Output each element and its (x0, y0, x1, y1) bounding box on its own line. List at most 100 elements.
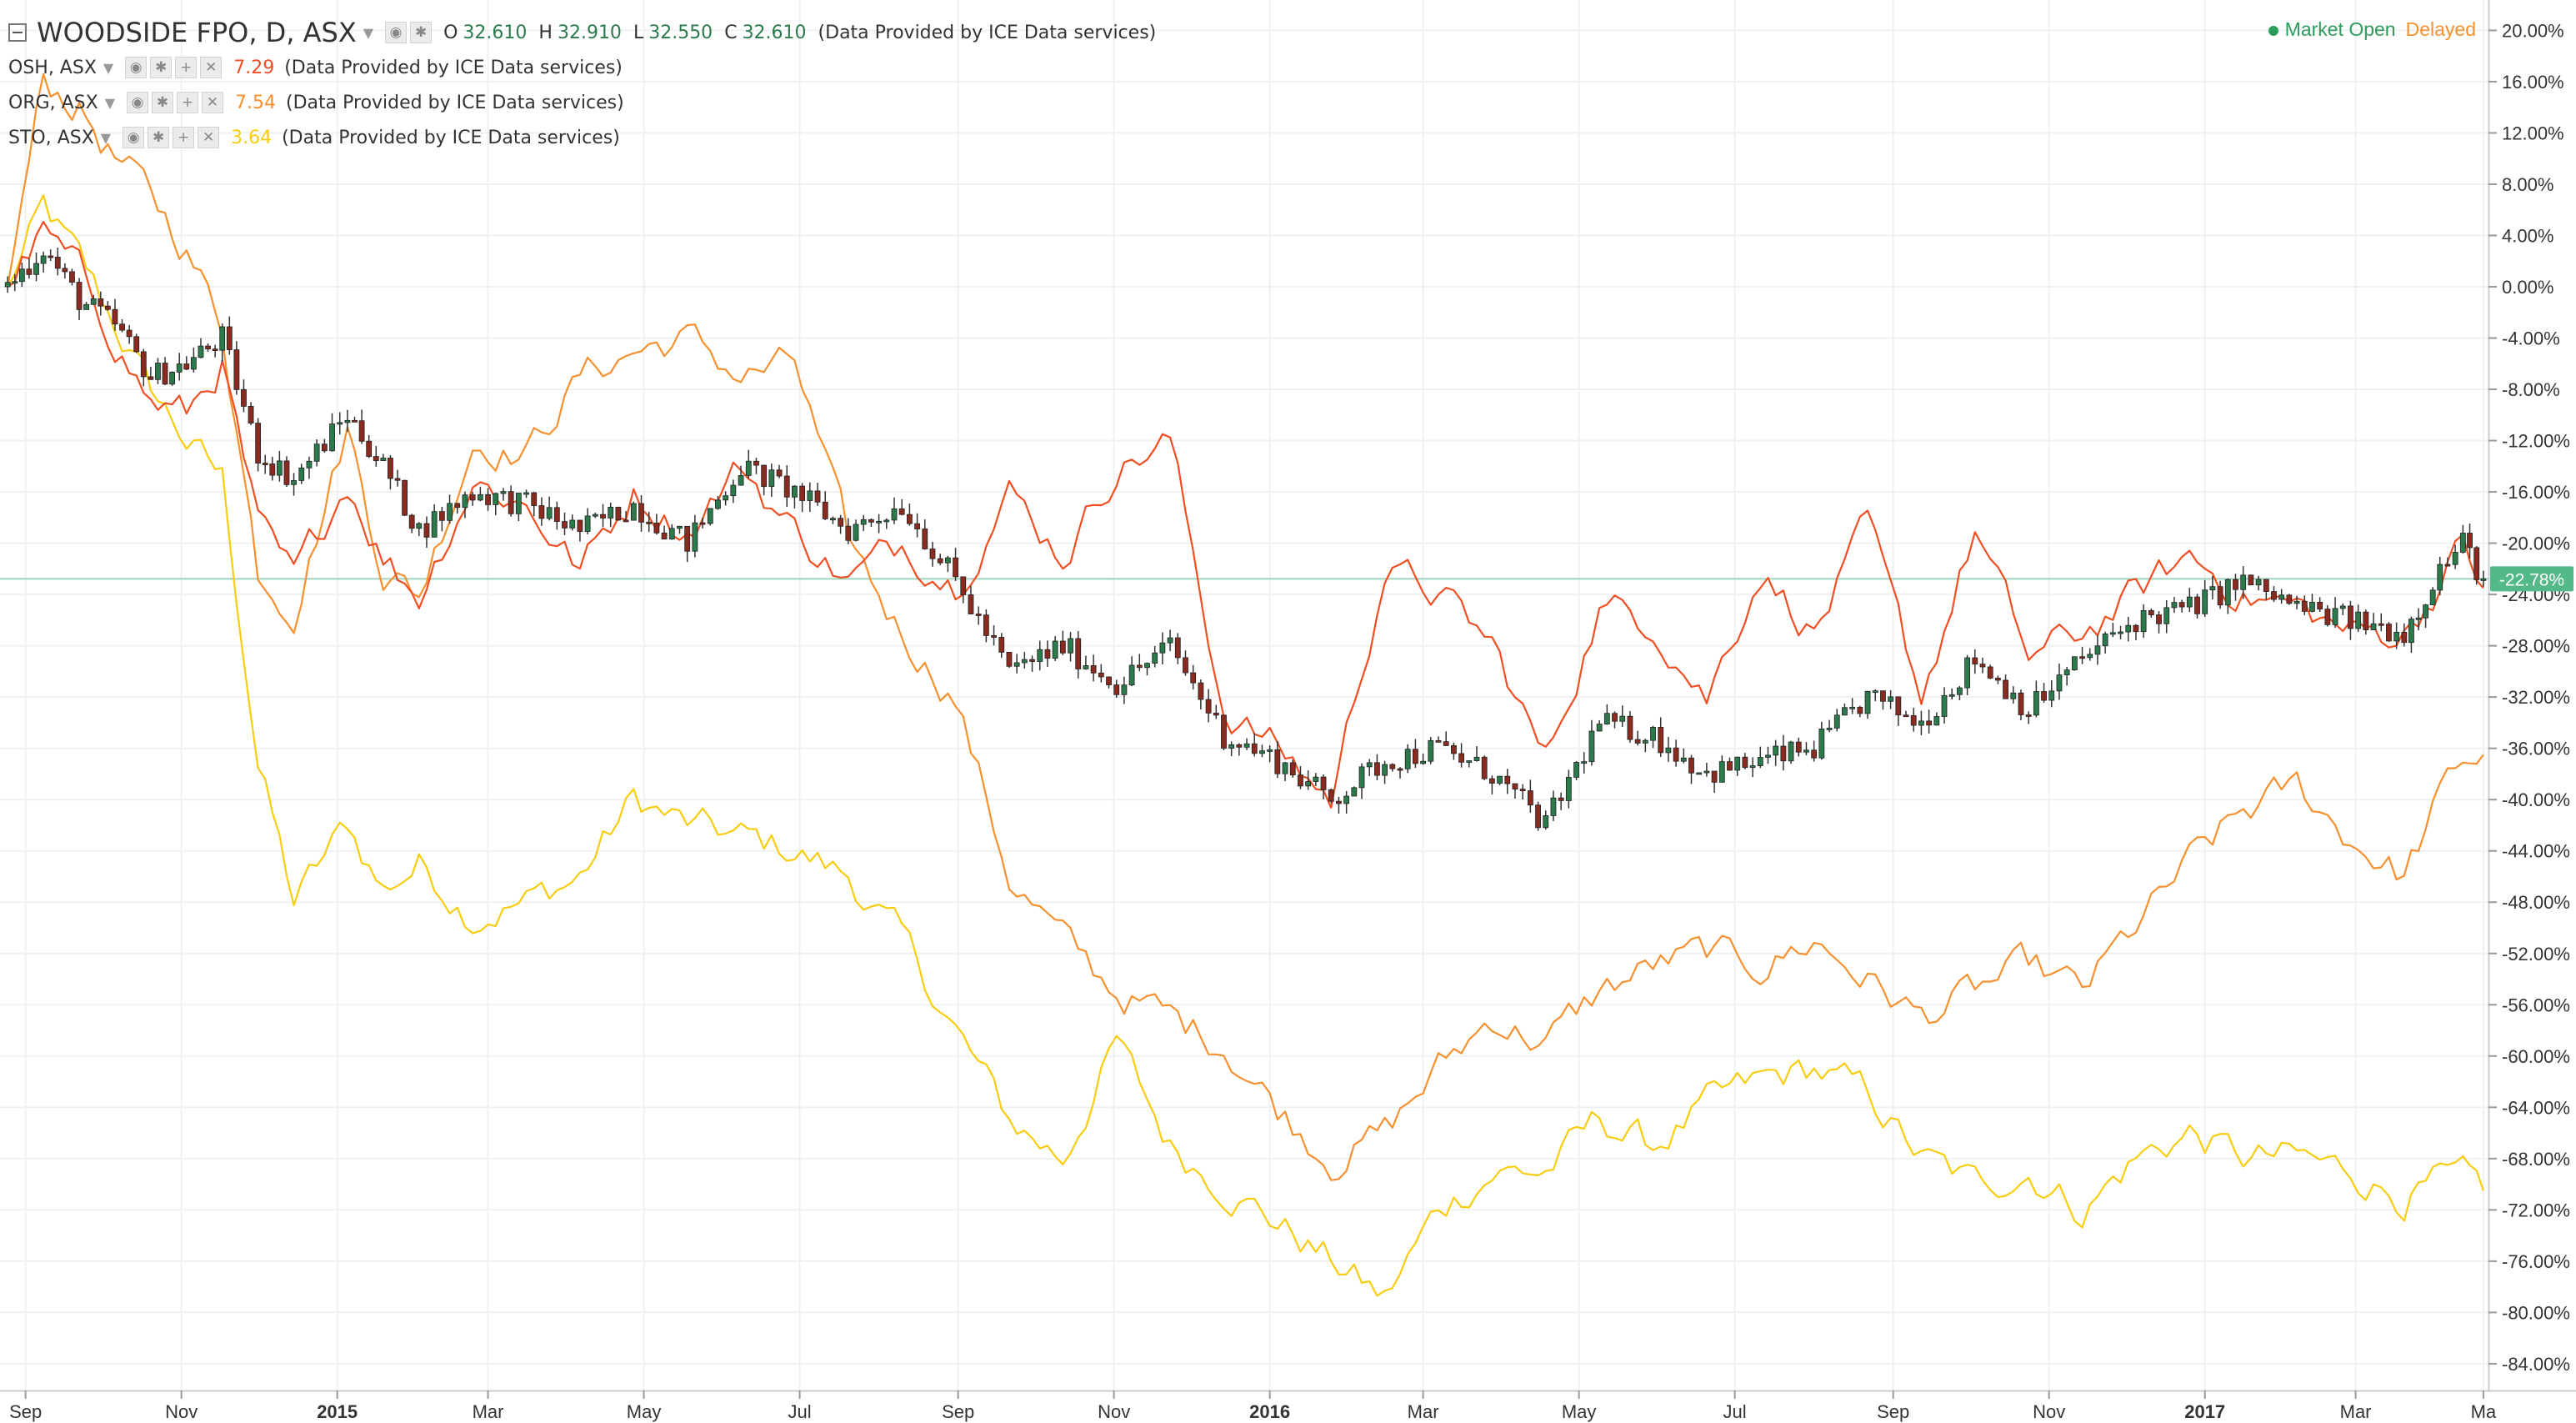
compare-symbol[interactable]: STO, ASX (8, 127, 94, 148)
candle-body (608, 507, 614, 519)
time-axis[interactable]: Sep Nov 2015 Mar May Jul Sep Nov 2016 Mar May Jul Se… (0, 1390, 2576, 1422)
plot-area[interactable] (0, 73, 2488, 1297)
candle-body (792, 485, 798, 498)
candle-body (2401, 631, 2408, 644)
close-icon[interactable]: ✕ (198, 127, 220, 148)
candle-body (1956, 687, 1963, 695)
candle-body (2473, 547, 2480, 580)
candle-body (1880, 690, 1886, 702)
candle-body (2003, 679, 2008, 699)
candle-body (1588, 730, 1595, 763)
eye-icon[interactable]: ◉ (127, 92, 149, 113)
y-tick-label: -12.00% (2502, 431, 2570, 452)
x-tick-label: Jul (1723, 1401, 1747, 1422)
x-tick-label: Ma (2471, 1401, 2497, 1422)
caret-down-icon[interactable]: ▼ (103, 59, 114, 76)
compare-symbol[interactable]: OSH, ASX (8, 57, 97, 78)
candle-body (2102, 634, 2108, 647)
eye-icon[interactable]: ◉ (123, 127, 145, 148)
candle-body (1918, 720, 1924, 726)
caret-down-icon[interactable]: ▼ (363, 24, 374, 41)
candle-body (2209, 586, 2216, 591)
candle-body (668, 528, 675, 540)
candle-body (1627, 715, 1633, 740)
candle-body (1267, 749, 1273, 752)
candle-body (1313, 776, 1319, 782)
eye-icon[interactable]: ◉ (125, 57, 148, 78)
y-tick-label: 4.00% (2502, 225, 2553, 246)
candle-body (1964, 657, 1970, 689)
x-tick-label: 2016 (1249, 1401, 1290, 1422)
delayed-label[interactable]: Delayed (2405, 18, 2476, 40)
y-tick-label: -84.00% (2502, 1354, 2570, 1375)
gear-icon[interactable]: ✱ (152, 92, 174, 113)
candle-body (1420, 760, 1426, 764)
y-tick-label: 16.00% (2502, 72, 2564, 93)
gear-icon[interactable]: ✱ (150, 57, 173, 78)
gear-icon[interactable]: ✱ (410, 22, 433, 43)
data-provider-note: (Data Provided by ICE Data services) (284, 57, 623, 78)
price-axis[interactable]: 20.00% 16.00% 12.00% 8.00% 4.00% 0.00% -4.00% -… (2488, 0, 2576, 1423)
caret-down-icon[interactable]: ▼ (100, 129, 112, 146)
candle-body (2429, 589, 2436, 606)
plus-icon[interactable]: + (175, 57, 198, 78)
y-tick-label: -36.00% (2502, 739, 2570, 759)
candle-body (1443, 741, 1449, 746)
close-value: 32.610 (742, 22, 807, 43)
candle-body (2202, 589, 2208, 614)
candle-body (1948, 694, 1955, 697)
x-tick-label: 2017 (2184, 1401, 2225, 1422)
candle-body (1006, 652, 1013, 667)
candle-body (306, 460, 313, 468)
candle-body (1128, 664, 1135, 686)
candle-body (1481, 756, 1488, 779)
series-line-sto (7, 194, 2484, 1297)
collapse-icon[interactable] (8, 23, 27, 42)
candle-body (2079, 656, 2085, 659)
candle-body (2278, 594, 2285, 600)
close-icon[interactable]: ✕ (202, 92, 224, 113)
candle-body (646, 521, 653, 524)
close-icon[interactable]: ✕ (200, 57, 223, 78)
candle-body (753, 460, 759, 466)
candle-body (233, 349, 240, 390)
plus-icon[interactable]: + (173, 127, 195, 148)
candle-body (531, 492, 538, 506)
eye-icon[interactable]: ◉ (385, 22, 408, 43)
candle-body (615, 507, 622, 521)
candle-body (2063, 669, 2070, 676)
candle-body (1183, 657, 1188, 674)
candle-body (1619, 715, 1626, 722)
candle-body (1826, 727, 1833, 730)
x-tick-label: May (627, 1401, 662, 1422)
candle-body (2025, 714, 2032, 717)
caret-down-icon[interactable]: ▼ (104, 94, 116, 111)
candle-body (1780, 745, 1787, 762)
candle-body (1435, 739, 1442, 743)
candle-body (423, 523, 430, 538)
candle-body (54, 257, 61, 269)
gear-icon[interactable]: ✱ (148, 127, 170, 148)
plus-icon[interactable]: + (177, 92, 199, 113)
candle-body (380, 458, 387, 462)
candle-body (975, 614, 982, 616)
candle-body (1727, 761, 1733, 771)
candle-body (198, 345, 204, 358)
candle-body (998, 637, 1005, 653)
candle-body (684, 525, 691, 552)
legend: WOODSIDE FPO, D, ASX ▼ ◉ ✱ O 32.610 H 32… (8, 15, 1156, 155)
candle-body (1673, 747, 1679, 762)
candle-body (276, 460, 283, 476)
candle-body (538, 505, 545, 519)
y-tick-label: -68.00% (2502, 1149, 2570, 1170)
main-symbol[interactable]: WOODSIDE FPO, D, ASX (37, 17, 357, 48)
y-tick-label: -40.00% (2502, 789, 2570, 810)
data-provider-note: (Data Provided by ICE Data services) (282, 127, 620, 148)
compare-symbol[interactable]: ORG, ASX (8, 92, 98, 113)
current-price-label: -22.78% (2499, 570, 2564, 589)
candle-body (2332, 608, 2338, 625)
compare-buttons: ◉ ✱ + ✕ (125, 57, 223, 78)
y-tick-label: -72.00% (2502, 1200, 2570, 1220)
candle-body (1336, 800, 1342, 804)
